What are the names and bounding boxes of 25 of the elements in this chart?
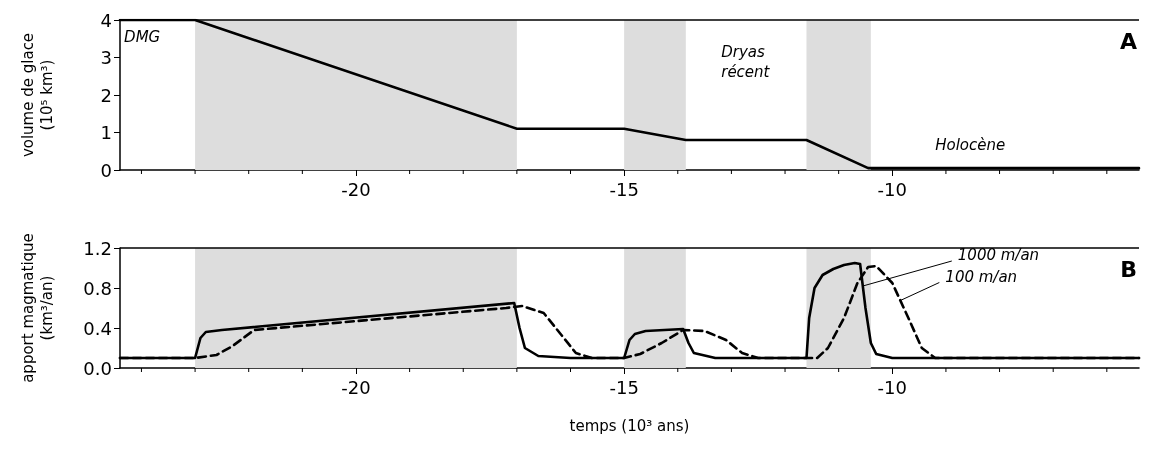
y-tick-label: 0.8 (83, 277, 112, 299)
y-tick-label: 4 (100, 9, 112, 31)
x-axis-title: temps (10³ ans) (569, 416, 690, 435)
annotation: B (1120, 256, 1138, 282)
x-tick-label: -20 (341, 178, 371, 200)
text: 100 m/an (945, 267, 1018, 286)
x-tick-label: -15 (609, 178, 639, 200)
x-tick-label: -20 (341, 376, 371, 398)
text: 1000 m/an (957, 246, 1040, 264)
annotation: Holocène (935, 135, 1006, 154)
y-tick-label: 0.4 (83, 317, 112, 339)
y-tick-label: 0.0 (83, 357, 112, 379)
x-tick-label: -10 (877, 178, 907, 200)
annotation: DMG (124, 27, 161, 46)
y-axis-title: apport magmatique (km³/an) (18, 233, 56, 383)
y-tick-label: 2 (100, 84, 112, 106)
x-tick-label: -10 (877, 376, 907, 398)
x-tick-label: -15 (609, 376, 639, 398)
y-tick-label: 1.2 (83, 237, 112, 259)
y-axis-title: volume de glace (10⁵ km³) (18, 32, 56, 158)
y-tick-label: 3 (100, 47, 112, 68)
y-tick-label: 1 (100, 122, 112, 143)
annotation: Dryas récent (721, 43, 771, 81)
y-tick-label: 0 (100, 159, 112, 181)
annotation: A (1119, 28, 1137, 54)
